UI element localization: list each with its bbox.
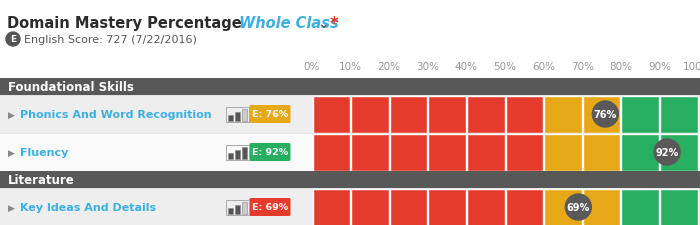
Bar xyxy=(242,202,247,214)
Bar xyxy=(235,205,240,214)
Bar xyxy=(467,96,505,133)
Text: Literature: Literature xyxy=(8,173,75,186)
Bar xyxy=(544,189,582,225)
Bar xyxy=(582,96,620,133)
Text: E: 76%: E: 76% xyxy=(252,110,288,119)
Bar xyxy=(0,171,700,188)
Circle shape xyxy=(654,139,680,165)
Bar xyxy=(228,153,233,159)
FancyBboxPatch shape xyxy=(249,143,290,161)
Bar xyxy=(505,189,543,225)
Bar xyxy=(467,189,505,225)
Text: 69%: 69% xyxy=(567,202,590,212)
Text: E: 69%: E: 69% xyxy=(252,202,288,211)
Bar xyxy=(505,134,543,171)
Bar xyxy=(582,189,620,225)
Bar xyxy=(428,96,466,133)
Text: 90%: 90% xyxy=(648,62,671,72)
Text: ▶: ▶ xyxy=(8,110,15,119)
Circle shape xyxy=(592,101,618,127)
Text: E: E xyxy=(10,35,16,44)
Bar xyxy=(428,134,466,171)
Bar xyxy=(660,134,697,171)
Bar xyxy=(390,134,427,171)
Bar xyxy=(0,133,700,171)
Text: 10%: 10% xyxy=(339,62,362,72)
Text: ⌄: ⌄ xyxy=(317,17,328,31)
Bar xyxy=(0,96,700,133)
Text: Whole Class: Whole Class xyxy=(234,16,339,31)
Text: E: 92%: E: 92% xyxy=(252,148,288,157)
Bar xyxy=(312,96,350,133)
Bar xyxy=(0,188,700,225)
Bar xyxy=(390,96,427,133)
Text: 50%: 50% xyxy=(494,62,517,72)
Circle shape xyxy=(6,33,20,47)
Bar xyxy=(390,189,427,225)
Text: 92%: 92% xyxy=(655,147,679,157)
Bar xyxy=(622,189,659,225)
Text: 76%: 76% xyxy=(594,110,617,119)
Bar xyxy=(242,109,247,121)
Bar xyxy=(622,96,659,133)
Bar xyxy=(351,96,388,133)
Bar xyxy=(242,147,247,159)
Text: 30%: 30% xyxy=(416,62,440,72)
Text: Key Ideas And Details: Key Ideas And Details xyxy=(20,202,156,212)
Text: 100%: 100% xyxy=(683,62,700,72)
Bar xyxy=(351,189,388,225)
Bar xyxy=(312,189,350,225)
Bar xyxy=(544,96,582,133)
Text: Domain Mastery Percentage: Domain Mastery Percentage xyxy=(7,16,241,31)
Bar xyxy=(312,134,350,171)
Bar xyxy=(467,134,505,171)
Text: Fluency: Fluency xyxy=(20,147,69,157)
Text: 40%: 40% xyxy=(455,62,478,72)
FancyBboxPatch shape xyxy=(249,106,290,124)
Text: 60%: 60% xyxy=(532,62,555,72)
Bar xyxy=(428,189,466,225)
Bar xyxy=(660,96,697,133)
Bar xyxy=(0,79,700,96)
Text: 0%: 0% xyxy=(304,62,320,72)
Text: 80%: 80% xyxy=(609,62,632,72)
Text: Foundational Skills: Foundational Skills xyxy=(8,81,134,94)
Circle shape xyxy=(566,194,592,220)
Text: English Score: 727 (7/22/2016): English Score: 727 (7/22/2016) xyxy=(24,35,197,45)
Bar xyxy=(228,208,233,214)
Text: 20%: 20% xyxy=(378,62,400,72)
Bar xyxy=(505,96,543,133)
Text: 70%: 70% xyxy=(570,62,594,72)
Bar xyxy=(228,115,233,121)
FancyBboxPatch shape xyxy=(249,198,290,216)
Text: Phonics And Word Recognition: Phonics And Word Recognition xyxy=(20,110,211,119)
Text: ▶: ▶ xyxy=(8,148,15,157)
Bar xyxy=(544,134,582,171)
Text: *: * xyxy=(330,15,339,33)
Text: ▶: ▶ xyxy=(8,202,15,211)
Bar xyxy=(235,150,240,159)
Bar xyxy=(622,134,659,171)
Bar xyxy=(235,112,240,121)
Bar xyxy=(582,134,620,171)
Bar xyxy=(351,134,388,171)
Bar xyxy=(660,189,697,225)
